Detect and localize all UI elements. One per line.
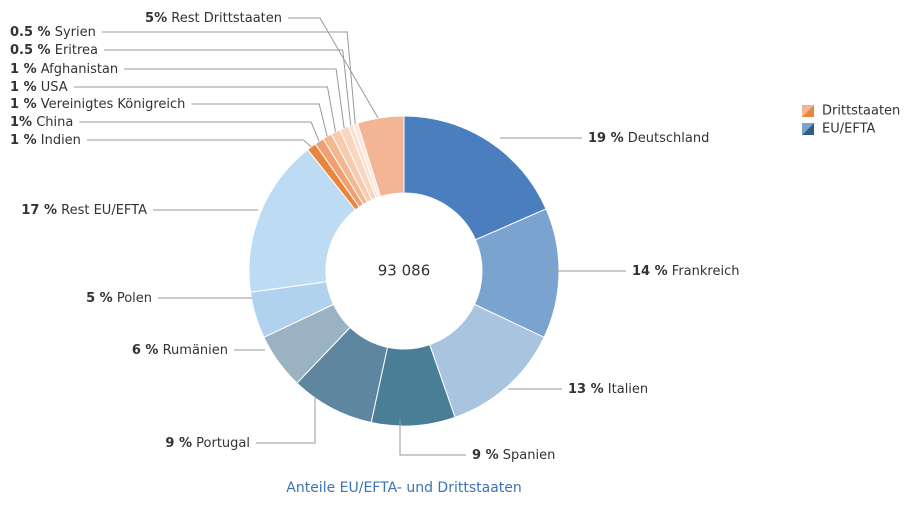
category-label: Deutschland (628, 131, 710, 146)
category-label: Rest Drittstaaten (171, 11, 282, 26)
value-label: 14 % (632, 264, 668, 279)
value-label: 1 % (10, 97, 37, 112)
value-label: 17 % (21, 203, 57, 218)
leader-line (86, 139, 312, 148)
category-label: Spanien (503, 448, 556, 463)
leader-line (104, 49, 352, 126)
category-label: Polen (117, 291, 152, 306)
slice-label: 1 % Afghanistan (10, 62, 118, 77)
leader-line (79, 121, 320, 142)
legend-swatch (802, 123, 814, 135)
category-label: Syrien (55, 25, 96, 40)
value-label: 13 % (568, 382, 604, 397)
slice-label: 9 % Spanien (472, 448, 555, 463)
slice-label: 1 % Vereinigtes Königreich (10, 97, 185, 112)
value-label: 19 % (588, 131, 624, 146)
value-label: 1 % (10, 62, 37, 77)
category-label: Frankreich (672, 264, 740, 279)
slice-label: 17 % Rest EU/EFTA (21, 203, 147, 218)
category-label: Afghanistan (41, 62, 118, 77)
donut-slice (403, 115, 547, 241)
slice-label: 14 % Frankreich (632, 264, 739, 279)
value-label: 5 % (86, 291, 113, 306)
category-label: China (36, 115, 73, 130)
slice-label: 9 % Portugal (165, 436, 250, 451)
leader-line (73, 86, 337, 133)
value-label: 1% (10, 115, 32, 130)
value-label: 1 % (10, 80, 37, 95)
leader-line (288, 17, 379, 119)
leader-line (399, 420, 466, 456)
donut-slice (356, 115, 405, 198)
category-label: Portugal (196, 436, 250, 451)
slice-label: 1 % Indien (10, 133, 81, 148)
leader-line (101, 31, 356, 124)
value-label: 0.5 % (10, 25, 51, 40)
value-label: 6 % (132, 343, 159, 358)
category-label: Italien (608, 382, 648, 397)
category-label: USA (41, 80, 68, 95)
slice-label: 6 % Rumänien (132, 343, 228, 358)
value-label: 0.5 % (10, 43, 51, 58)
slice-label: 0.5 % Syrien (10, 25, 96, 40)
legend-swatch (802, 105, 814, 117)
category-label: Rest EU/EFTA (61, 203, 147, 218)
slice-label: 5 % Polen (86, 291, 152, 306)
leader-line (124, 68, 345, 129)
slice-label: 0.5 % Eritrea (10, 43, 98, 58)
leader-line (191, 103, 328, 137)
slice-label: 19 % Deutschland (588, 131, 709, 146)
category-label: Indien (41, 133, 81, 148)
category-label: Eritrea (55, 43, 98, 58)
category-label: Vereinigtes Königreich (41, 97, 186, 112)
category-label: Rumänien (163, 343, 228, 358)
slice-label: 1% China (10, 115, 73, 130)
value-label: 9 % (165, 436, 192, 451)
slice-label: 5% Rest Drittstaaten (145, 11, 282, 26)
value-label: 5% (145, 11, 167, 26)
center-label: 93 086 (378, 262, 431, 280)
legend-label: EU/EFTA (822, 122, 876, 137)
legend-label: Drittstaaten (822, 104, 900, 119)
slice-label: 1 % USA (10, 80, 68, 95)
value-label: 1 % (10, 133, 37, 148)
slice-label: 13 % Italien (568, 382, 648, 397)
donut-slice (248, 148, 357, 293)
caption[interactable]: Anteile EU/EFTA- und Drittstaaten (286, 480, 522, 496)
value-label: 9 % (472, 448, 499, 463)
leader-line (256, 398, 316, 444)
